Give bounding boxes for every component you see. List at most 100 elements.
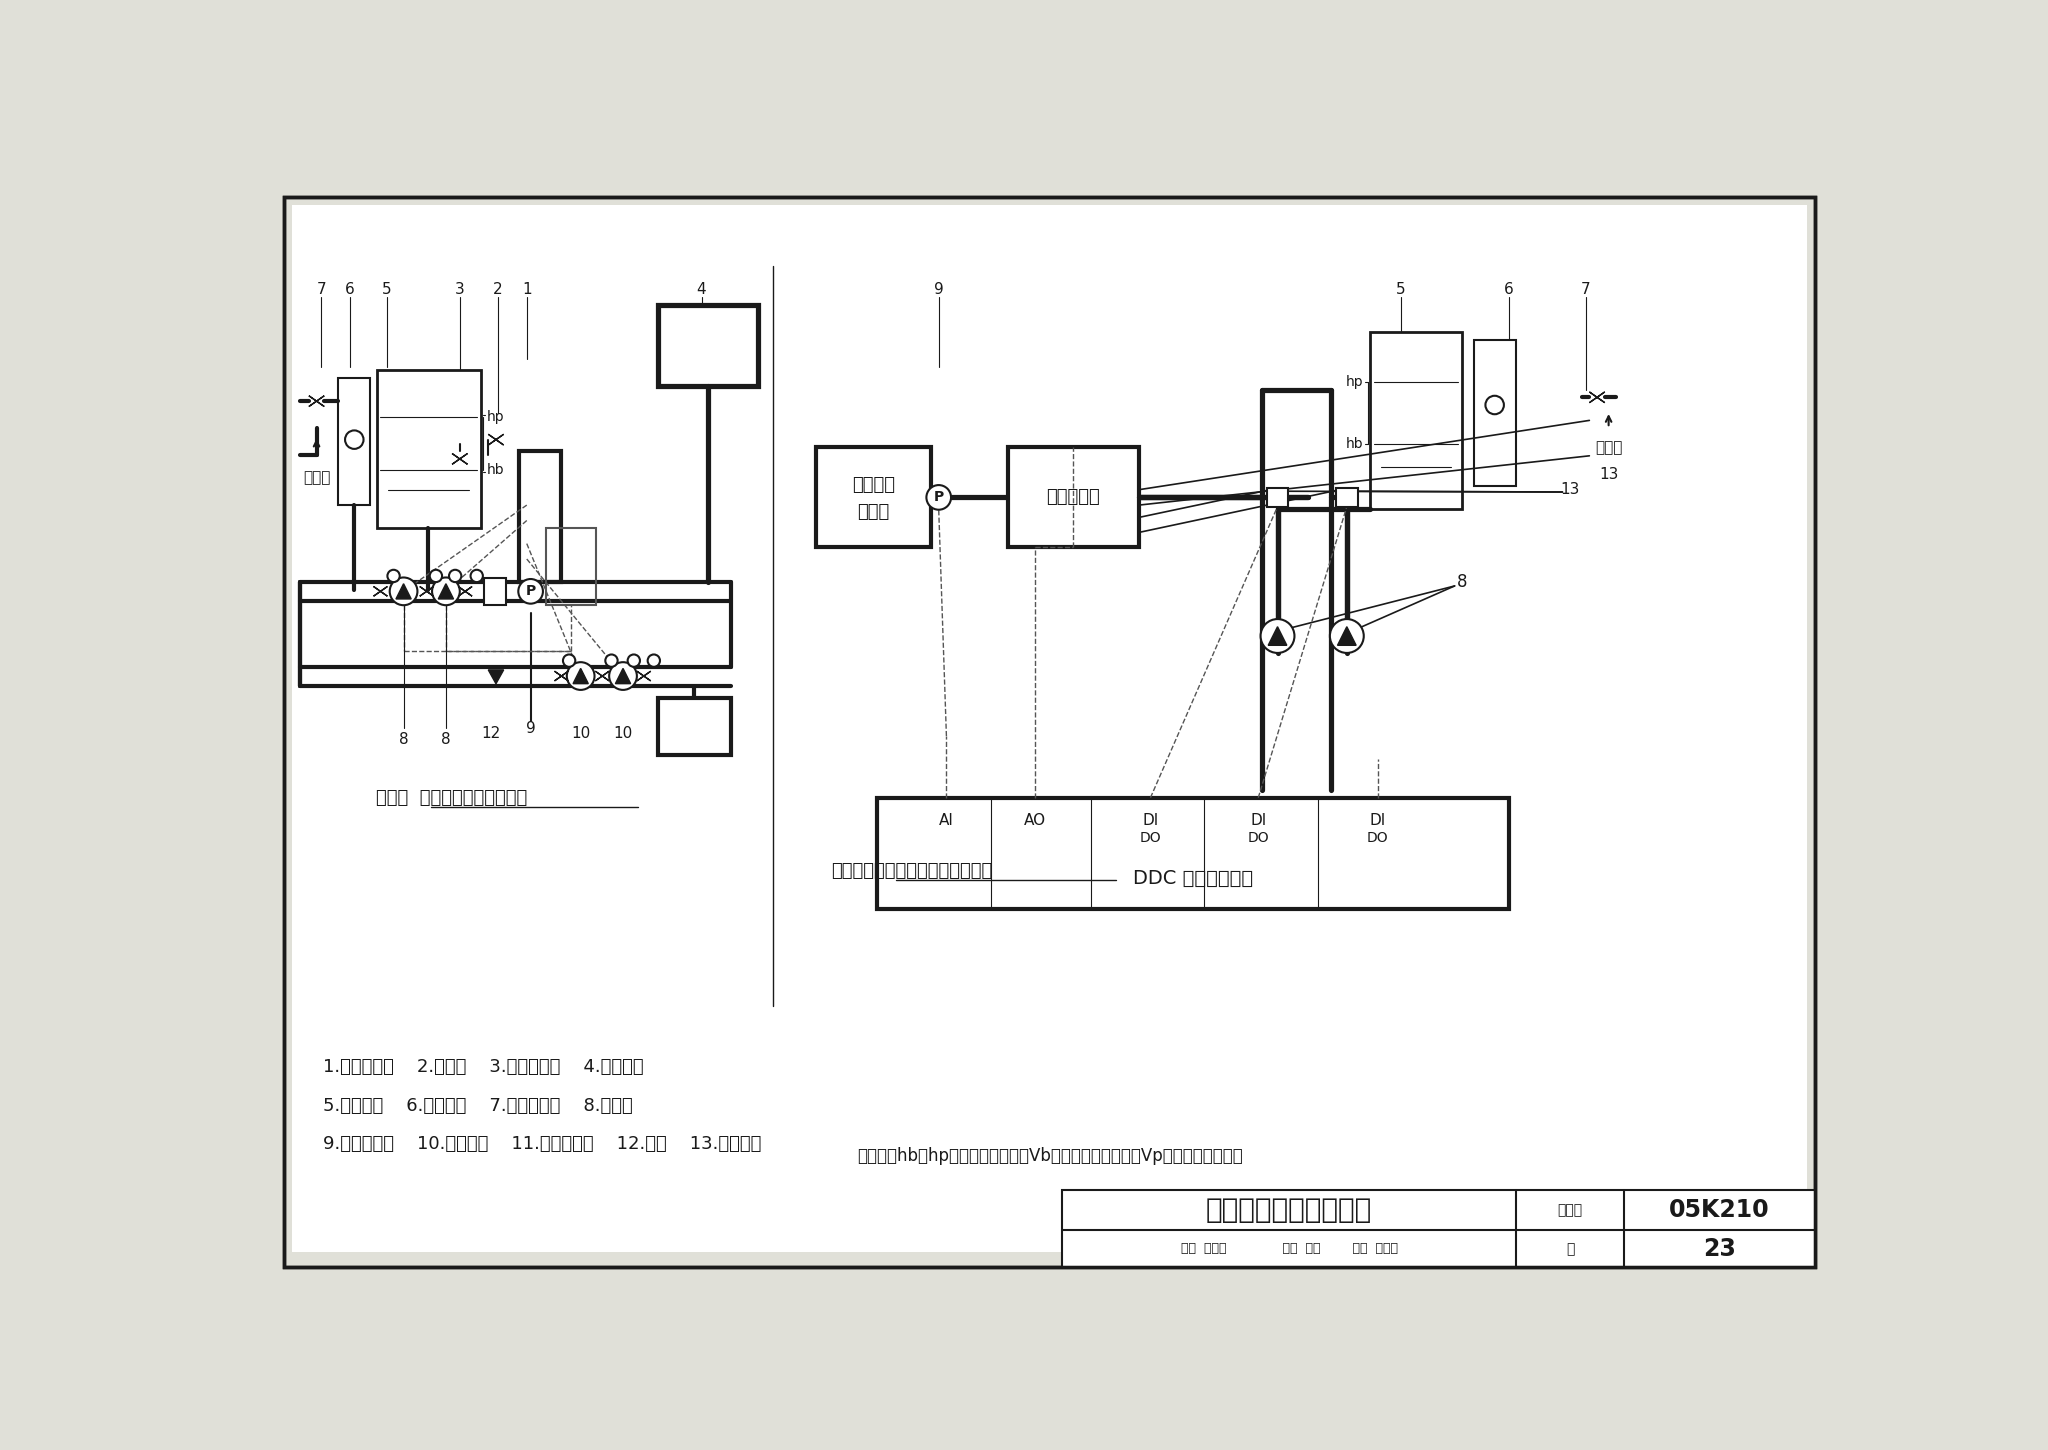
Text: 6: 6	[1503, 281, 1513, 297]
Circle shape	[1485, 396, 1503, 415]
Circle shape	[430, 570, 442, 581]
Bar	[1008, 448, 1139, 548]
Circle shape	[926, 486, 950, 510]
Bar	[338, 378, 371, 505]
Polygon shape	[596, 671, 608, 676]
Text: 10: 10	[571, 725, 590, 741]
Text: 05K210: 05K210	[1669, 1198, 1769, 1222]
Text: 23: 23	[1704, 1237, 1737, 1262]
Text: DDC 控制器（柜）: DDC 控制器（柜）	[1133, 869, 1253, 887]
Polygon shape	[573, 668, 588, 683]
Text: 9.压力传感器    10.循环水泵    11.冷热源装置    12.水表    13.水流开关: 9.压力传感器 10.循环水泵 11.冷热源装置 12.水表 13.水流开关	[324, 1135, 762, 1153]
Bar	[1268, 489, 1288, 506]
Text: hp: hp	[1346, 376, 1364, 389]
Text: 10: 10	[614, 725, 633, 741]
Bar	[1475, 339, 1516, 486]
Circle shape	[1329, 619, 1364, 652]
Circle shape	[608, 663, 637, 690]
Polygon shape	[596, 676, 608, 682]
Polygon shape	[373, 586, 387, 592]
Text: 图二：变频补水泵定压自控原理图: 图二：变频补水泵定压自控原理图	[831, 861, 993, 880]
Circle shape	[389, 577, 418, 605]
Polygon shape	[487, 670, 504, 684]
Text: 8: 8	[399, 732, 408, 747]
Circle shape	[606, 654, 618, 667]
Polygon shape	[555, 671, 569, 676]
Circle shape	[627, 654, 639, 667]
Text: 7: 7	[315, 281, 326, 297]
Circle shape	[449, 570, 461, 581]
Text: 4: 4	[696, 281, 707, 297]
Polygon shape	[453, 458, 467, 464]
Bar	[657, 304, 758, 386]
Text: 页: 页	[1567, 1241, 1575, 1256]
Text: 图一：  变频补水泵定压原理图: 图一： 变频补水泵定压原理图	[377, 789, 528, 806]
Polygon shape	[420, 586, 434, 592]
Polygon shape	[487, 439, 504, 445]
Circle shape	[563, 654, 575, 667]
Text: 12: 12	[481, 725, 500, 741]
Circle shape	[471, 570, 483, 581]
Text: 9: 9	[526, 721, 535, 737]
Polygon shape	[459, 586, 473, 592]
Bar	[377, 370, 481, 528]
Text: hb: hb	[1346, 436, 1364, 451]
Bar	[1335, 489, 1358, 506]
Text: DO: DO	[1247, 831, 1270, 845]
Text: 7: 7	[1581, 281, 1591, 297]
Text: DO: DO	[1366, 831, 1389, 845]
Polygon shape	[459, 592, 473, 596]
Text: 1.变频控制器    2.安全阀    3.泄水电磁阀    4.末端用户: 1.变频控制器 2.安全阀 3.泄水电磁阀 4.末端用户	[324, 1058, 643, 1076]
Text: DI: DI	[1249, 813, 1266, 828]
Text: P: P	[526, 584, 537, 599]
Polygon shape	[487, 434, 504, 439]
Text: 1: 1	[522, 281, 532, 297]
Text: 审核  宋孝春              校对  王加        设计  张亚立: 审核 宋孝春 校对 王加 设计 张亚立	[1180, 1243, 1397, 1256]
Circle shape	[344, 431, 365, 450]
Text: DO: DO	[1139, 831, 1161, 845]
Bar	[1063, 1190, 1815, 1267]
Text: 13: 13	[1561, 483, 1579, 497]
Polygon shape	[555, 676, 569, 682]
Text: 接给水: 接给水	[1595, 439, 1622, 455]
Polygon shape	[373, 592, 387, 596]
Text: DI: DI	[1370, 813, 1386, 828]
Text: 3: 3	[455, 281, 465, 297]
Text: 6: 6	[344, 281, 354, 297]
Text: 2: 2	[494, 281, 502, 297]
Polygon shape	[438, 584, 453, 599]
Polygon shape	[1268, 626, 1286, 645]
Text: 13: 13	[1599, 467, 1618, 481]
Polygon shape	[309, 396, 324, 402]
Polygon shape	[614, 668, 631, 683]
Bar	[485, 579, 506, 605]
Text: hp: hp	[487, 409, 504, 423]
Text: 图集号: 图集号	[1559, 1204, 1583, 1218]
Bar	[1370, 332, 1462, 509]
Bar	[815, 448, 932, 548]
Bar	[657, 697, 731, 755]
Text: 5: 5	[381, 281, 391, 297]
Text: AO: AO	[1024, 813, 1047, 828]
Polygon shape	[453, 454, 467, 458]
Bar	[877, 798, 1509, 909]
Polygon shape	[637, 671, 651, 676]
Text: P: P	[934, 490, 944, 505]
Text: DI: DI	[1143, 813, 1159, 828]
Bar	[547, 528, 596, 605]
Text: 接给水: 接给水	[303, 471, 330, 486]
Text: AI: AI	[938, 813, 954, 828]
Text: 8: 8	[440, 732, 451, 747]
Text: 注：图中hb、hp分别为系统补水量Vb、系统最大膨胀水量Vp对应的水位高差。: 注：图中hb、hp分别为系统补水量Vb、系统最大膨胀水量Vp对应的水位高差。	[856, 1147, 1243, 1164]
Polygon shape	[420, 592, 434, 596]
Polygon shape	[1589, 392, 1606, 397]
Circle shape	[1262, 619, 1294, 652]
Circle shape	[647, 654, 659, 667]
Text: 9: 9	[934, 281, 944, 297]
Polygon shape	[1589, 397, 1606, 403]
Circle shape	[567, 663, 594, 690]
Polygon shape	[637, 676, 651, 682]
Polygon shape	[395, 584, 412, 599]
Text: 用户循环: 用户循环	[852, 477, 895, 494]
Polygon shape	[1337, 626, 1356, 645]
